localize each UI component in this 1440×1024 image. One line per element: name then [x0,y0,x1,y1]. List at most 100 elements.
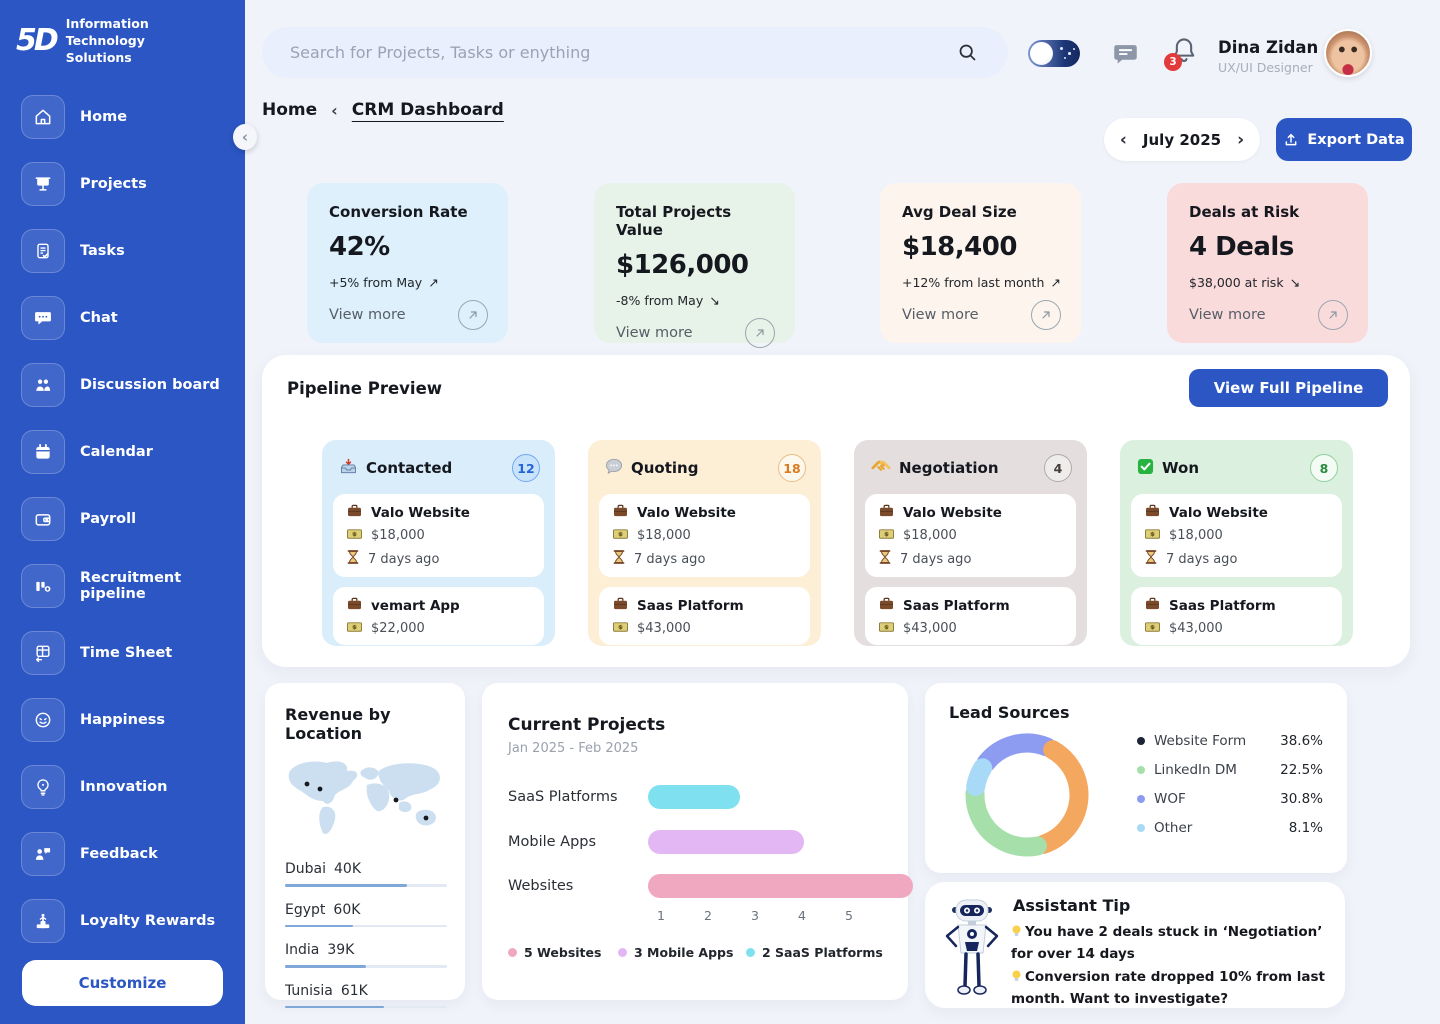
lead-sources-legend: Website Form 38.6% LinkedIn DM 22.5% WOF… [1137,733,1323,849]
deal-card[interactable]: Saas Platform $ $43,000 [865,587,1076,645]
notification-bell-icon[interactable]: 3 [1164,36,1200,71]
stat-title: Total Projects Value [616,203,732,239]
arrow-up-right-icon[interactable] [1318,300,1348,330]
sidebar-menu: Home Projects Tasks Chat Discussion boar… [0,77,245,946]
deal-card[interactable]: Valo Website $ $18,000 7 days ago [865,494,1076,577]
revenue-row-egypt: Egypt 60K [285,902,447,927]
stat-delta: +5% from May ↗ [329,275,439,290]
briefcase-icon [347,597,362,614]
sidebar-item-loyalty-rewards[interactable]: Loyalty Rewards [21,898,245,943]
world-map [288,761,440,835]
view-more-link[interactable]: View more [902,307,979,323]
legend-row-linkedin-dm: LinkedIn DM 22.5% [1137,762,1323,778]
theme-toggle[interactable] [1028,40,1080,67]
deal-card[interactable]: Valo Website $ $18,000 7 days ago [1131,494,1342,577]
search-icon[interactable] [957,42,978,67]
sidebar: 5D Information Technology Solutions Home… [0,0,245,1024]
view-full-pipeline-button[interactable]: View Full Pipeline [1189,369,1388,407]
inbox-icon [339,458,358,479]
mobile-bar[interactable] [648,830,804,854]
stat-delta: +12% from last month ↗ [902,275,1061,290]
deal-card[interactable]: Valo Website $ $18,000 7 days ago [333,494,544,577]
user-avatar[interactable] [1324,29,1372,77]
stat-delta: -8% from May ↘ [616,293,720,308]
sidebar-item-projects[interactable]: Projects [21,161,245,206]
assistant-tip-1: You have 2 deals stuck in ‘Negotiation’ … [1011,924,1323,963]
breadcrumb-current[interactable]: CRM Dashboard [351,100,504,120]
messages-icon[interactable] [1112,40,1139,71]
customize-button[interactable]: Customize [22,960,223,1006]
sidebar-item-feedback[interactable]: Feedback [21,831,245,876]
banknote-icon: $ [347,528,362,543]
current-projects-card: Current Projects Jan 2025 - Feb 2025 Saa… [482,683,913,1000]
trend-up-icon: ↗ [1050,275,1061,290]
deal-card[interactable]: Valo Website $ $18,000 7 days ago [599,494,810,577]
arrow-up-right-icon[interactable] [745,318,775,348]
deal-card[interactable]: Saas Platform $ $43,000 [1131,587,1342,645]
sidebar-item-chat[interactable]: Chat [21,295,245,340]
svg-text:$: $ [885,625,889,631]
user-role: UX/UI Designer [1218,60,1313,75]
breadcrumb-home[interactable]: Home [262,100,318,120]
brand-logo-mark: 5D [16,23,59,59]
legend-row-website-form: Website Form 38.6% [1137,733,1323,749]
pipeline-column-contacted: Contacted 12 Valo Website $ $18,000 7 day… [322,440,555,646]
deal-card[interactable]: vemart App $ $22,000 [333,587,544,645]
banknote-icon: $ [879,528,894,543]
search-input[interactable] [290,27,930,78]
month-prev-button[interactable]: ‹ [1119,129,1127,150]
legend-dot [1137,824,1145,832]
export-data-button[interactable]: Export Data [1276,118,1412,161]
hourglass-icon [1145,550,1157,568]
stat-card-total-projects-value: Total Projects Value $126,000 -8% from M… [594,183,795,348]
bar-row-websites: Websites [508,874,913,898]
sidebar-item-time-sheet[interactable]: Time Sheet [21,630,245,675]
briefcase-icon [1145,504,1160,521]
user-info[interactable]: Dina Zidan UX/UI Designer [1218,38,1318,75]
star-dot [1060,47,1063,50]
sidebar-item-tasks[interactable]: Tasks [21,228,245,273]
sidebar-collapse-button[interactable]: ‹ [233,124,257,150]
revenue-row-tunisia: Tunisia 61K [285,983,447,1008]
sidebar-item-discussion-board[interactable]: Discussion board [21,362,245,407]
chevron-left-icon: ‹ [331,100,338,120]
count-badge: 18 [778,454,806,482]
sidebar-item-happiness[interactable]: Happiness [21,697,245,742]
bar-row-saas: SaaS Platforms [508,785,740,809]
websites-bar[interactable] [648,874,913,898]
stat-value: 4 Deals [1189,232,1294,262]
view-more-link[interactable]: View more [329,307,406,323]
brand-name: Information Technology Solutions [65,16,149,65]
svg-text:$: $ [353,625,357,631]
sidebar-item-recruitment-pipeline[interactable]: Recruitment pipeline [21,563,245,608]
arrow-up-right-icon[interactable] [458,300,488,330]
handshake-icon [871,459,891,478]
won-check-icon [1137,458,1154,479]
saas-bar[interactable] [648,785,740,809]
sidebar-item-calendar[interactable]: Calendar [21,429,245,474]
stat-value: $126,000 [616,250,749,280]
month-next-button[interactable]: › [1237,129,1245,150]
view-more-link[interactable]: View more [616,325,693,341]
view-more-link[interactable]: View more [1189,307,1266,323]
deal-card[interactable]: Saas Platform $ $43,000 [599,587,810,645]
sidebar-item-home[interactable]: Home [21,94,245,139]
legend-dot [1137,766,1145,774]
legend-row-wof: WOF 30.8% [1137,791,1323,807]
lead-sources-card: Lead Sources Website Form 38.6% LinkedIn… [925,683,1347,873]
revenue-row-india: India 39K [285,942,447,968]
hourglass-icon [347,550,359,568]
revenue-row-dubai: Dubai 40K [285,861,447,887]
pipeline-preview-panel: Pipeline Preview View Full Pipeline Cont… [262,355,1410,667]
legend-dot-saas [746,948,755,957]
pipeline-icon [21,563,65,608]
legend-dot-websites [508,948,517,957]
svg-text:$: $ [619,532,623,538]
stat-value: $18,400 [902,232,1017,262]
arrow-up-right-icon[interactable] [1031,300,1061,330]
sidebar-item-innovation[interactable]: Innovation [21,764,245,809]
sidebar-item-payroll[interactable]: Payroll [21,496,245,541]
clipboard-icon [21,228,65,273]
assistant-tip-2: Conversion rate dropped 10% from last mo… [1011,968,1325,1007]
